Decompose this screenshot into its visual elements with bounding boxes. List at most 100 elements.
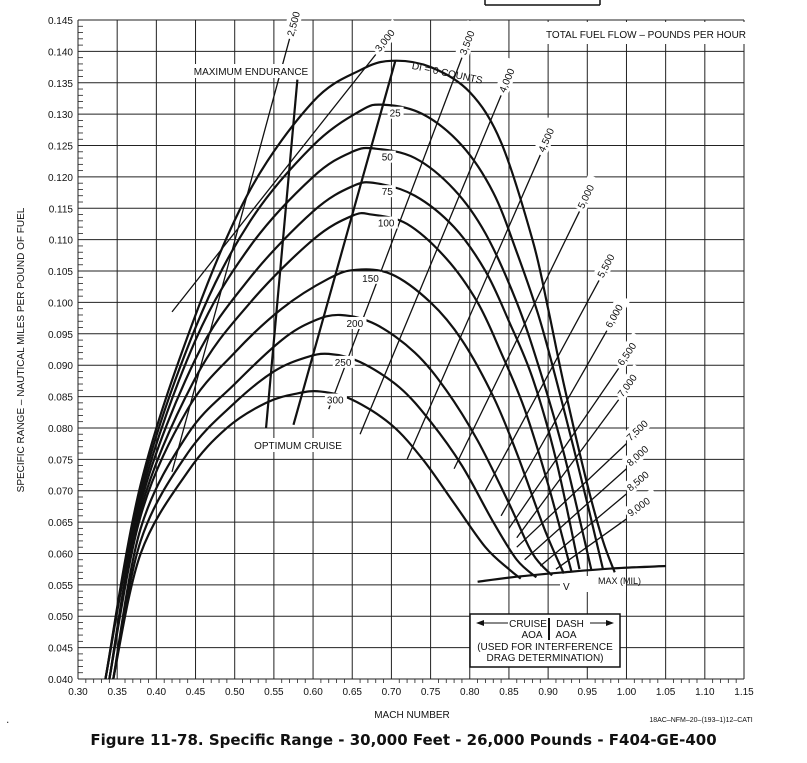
x-tick-label: 0.50 <box>225 687 245 698</box>
drag-index-curve <box>104 146 593 680</box>
figure-id: 18AC–NFM–20–(193–1)12–CATI <box>649 717 752 724</box>
aoa-note-line2: DRAG DETERMINATION) <box>486 653 603 664</box>
y-tick-label: 0.130 <box>48 110 73 121</box>
drag-index-curve <box>108 181 581 680</box>
drag-index-curve <box>108 212 573 680</box>
x-tick-label: 0.40 <box>147 687 167 698</box>
drag-index-curve <box>108 268 565 680</box>
aoa-left-label: AOA <box>521 630 542 641</box>
vmax-curve <box>477 564 666 583</box>
y-tick-label: 0.125 <box>48 142 73 153</box>
y-tick-label: 0.075 <box>48 455 73 466</box>
x-tick-label: 1.10 <box>695 687 715 698</box>
y-tick-label: 0.105 <box>48 267 73 278</box>
fuel-flow-label-bg <box>369 19 404 56</box>
drag-index-label: 50 <box>382 153 394 164</box>
drag-index-label-bg <box>379 185 396 198</box>
fuel-flow-line <box>484 280 600 492</box>
y-tick-label: 0.070 <box>48 487 73 498</box>
x-tick-label: 0.95 <box>578 687 598 698</box>
optimum-cruise-label: OPTIMUM CRUISE <box>254 441 342 452</box>
y-tick-label: 0.040 <box>48 675 73 686</box>
vmax-label: MAX (MIL) <box>598 576 641 586</box>
x-tick-label: 0.65 <box>343 687 363 698</box>
fuel-flow-line <box>406 154 541 460</box>
y-tick-label: 0.135 <box>48 79 73 90</box>
y-tick-label: 0.110 <box>49 236 74 247</box>
y-tick-label: 0.060 <box>48 549 73 560</box>
fuel-flow-line <box>500 330 608 517</box>
x-tick-label: 0.55 <box>264 687 284 698</box>
aoa-dash-label: DASH <box>556 619 584 630</box>
maximum-endurance-line <box>264 79 299 429</box>
fuel-flow-label: 3,500 <box>458 29 477 57</box>
y-tick-label: 0.145 <box>48 16 73 27</box>
y-axis-label: SPECIFIC RANGE – NAUTICAL MILES PER POUN… <box>16 207 27 492</box>
drag-index-label: 75 <box>382 187 394 198</box>
y-tick-label: 0.055 <box>48 581 73 592</box>
drag-index-label-bg <box>379 150 396 163</box>
x-tick-label: 0.30 <box>68 687 88 698</box>
y-tick-label: 0.090 <box>48 361 73 372</box>
fuel-flow-line <box>171 54 377 313</box>
fuel-flow-line <box>508 367 620 529</box>
x-tick-label: 0.90 <box>538 687 558 698</box>
stray-mark: . <box>6 712 10 726</box>
y-tick-label: 0.085 <box>48 393 73 404</box>
fuel-flow-line <box>359 95 502 435</box>
y-tick-label: 0.045 <box>48 644 73 655</box>
maximum-endurance-label: MAXIMUM ENDURANCE <box>194 67 309 78</box>
fuel-flow-label-bg <box>621 410 658 446</box>
y-tick-label: 0.095 <box>48 330 73 341</box>
drag-index-label-bg <box>332 355 355 368</box>
fuel-flow-label-bg <box>494 57 521 97</box>
x-tick-label: 0.85 <box>499 687 519 698</box>
y-tick-label: 0.140 <box>48 47 73 58</box>
fuel-flow-line <box>524 468 627 561</box>
y-axis: 0.040 0.045 0.050 0.055 0.060 0.065 0.070 0.075… <box>48 16 83 686</box>
fuel-flow-label-bg <box>572 174 602 213</box>
drag-index-curve <box>112 313 553 680</box>
fuel-flow-label-bg <box>612 332 645 370</box>
fuel-flow-label-bg <box>600 293 631 332</box>
drag-index-label: 200 <box>346 319 363 330</box>
x-axis: 0.30 0.35 0.40 0.45 0.50 0.55 0.60 0.65 0.70 0.75… <box>68 679 754 698</box>
x-tick-label: 0.75 <box>421 687 441 698</box>
fuel-flow-label-bg <box>621 461 659 496</box>
x-tick-label: 1.00 <box>617 687 637 698</box>
chart-title: TOTAL FUEL FLOW – POUNDS PER HOUR <box>546 30 746 41</box>
y-tick-label: 0.120 <box>48 173 73 184</box>
drag-index-label-bg <box>375 216 398 229</box>
y-tick-label: 0.100 <box>48 298 73 309</box>
x-axis-label: MACH NUMBER <box>374 710 450 721</box>
drag-index-label-bg <box>344 316 367 329</box>
drag-index-label: 100 <box>378 219 395 230</box>
specific-range-chart: 0.040 0.045 0.050 0.055 0.060 0.065 0.070 0.075… <box>16 0 754 724</box>
fuel-flow-label-bg <box>621 435 658 471</box>
aoa-note-line1: (USED FOR INTERFERENCE <box>477 642 613 653</box>
drag-index-label: 250 <box>335 358 352 369</box>
drag-index-label: 25 <box>390 109 402 120</box>
x-tick-label: 0.80 <box>460 687 480 698</box>
x-tick-label: 0.35 <box>107 687 127 698</box>
drag-index-curve <box>104 59 616 680</box>
x-tick-label: 0.60 <box>303 687 323 698</box>
x-tick-label: 1.05 <box>656 687 676 698</box>
drag-index-curve <box>112 390 522 680</box>
fuel-flow-label-bg <box>612 363 646 402</box>
drag-index-label-bg <box>360 271 383 284</box>
aoa-legend-box: CRUISE DASH AOA AOA (USED FOR INTERFEREN… <box>469 613 621 668</box>
fuel-flow-label: 4,000 <box>498 67 518 95</box>
title-box <box>520 22 745 44</box>
figure-caption: Figure 11-78. Specific Range - 30,000 Fe… <box>90 731 717 749</box>
fuel-flow-line <box>328 57 463 410</box>
fuel-flow-label-bg <box>454 19 481 59</box>
x-tick-label: 0.45 <box>186 687 206 698</box>
drag-index-curve <box>112 352 538 680</box>
drag-index-label: 300 <box>327 396 344 407</box>
y-tick-label: 0.065 <box>48 518 73 529</box>
fuel-flow-label-bg <box>592 243 622 282</box>
fuel-flow-label-bg <box>282 1 306 40</box>
y-tick-label: 0.115 <box>49 204 74 215</box>
aoa-cruise-label: CRUISE <box>509 619 547 630</box>
